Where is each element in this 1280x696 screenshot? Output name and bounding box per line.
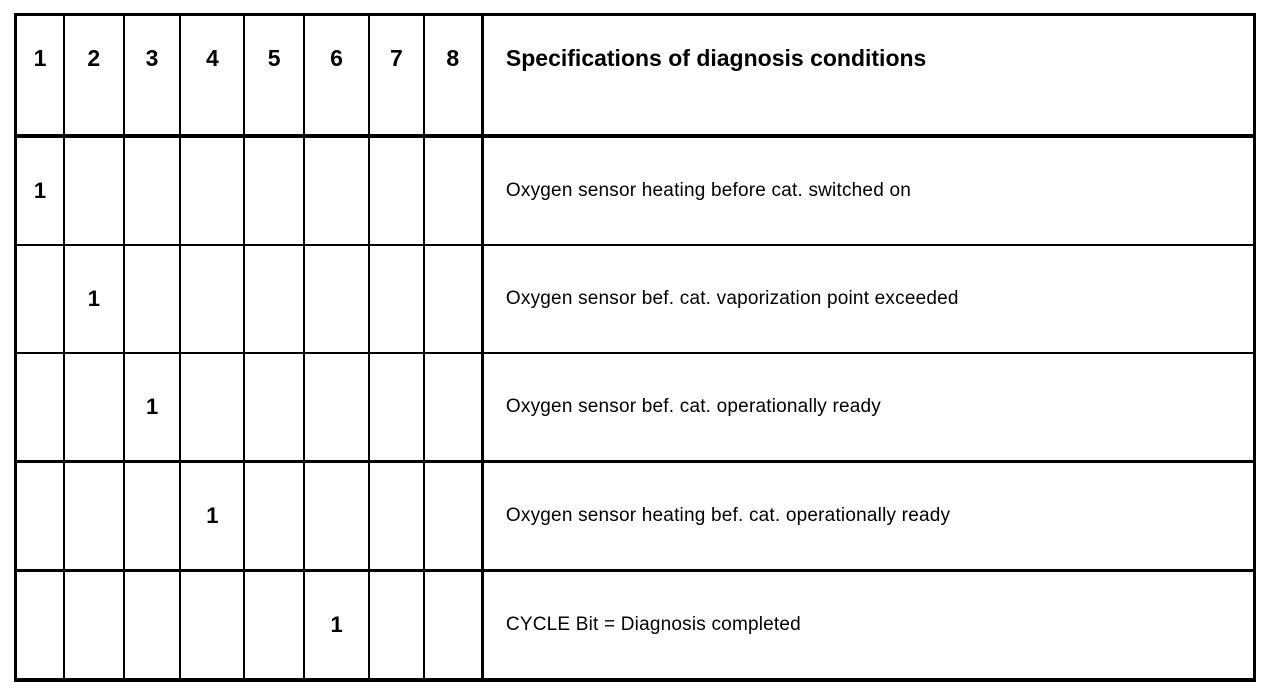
table-row: 1 CYCLE Bit = Diagnosis completed (13, 569, 1257, 682)
cell-r2-c7 (368, 244, 425, 354)
cell-r5-c8 (422, 569, 484, 682)
cell-r2-description: Oxygen sensor bef. cat. vaporization poi… (480, 244, 1257, 354)
cell-r3-c5 (243, 352, 306, 463)
cell-r5-c6: 1 (303, 569, 371, 682)
cell-r1-c2 (62, 135, 125, 246)
cell-r1-c7 (368, 135, 425, 246)
cell-r4-c6 (303, 460, 371, 572)
cell-r5-c1 (13, 569, 65, 682)
table-row: 1 Oxygen sensor heating before cat. swit… (13, 135, 1257, 246)
cell-r5-description: CYCLE Bit = Diagnosis completed (480, 569, 1257, 682)
cell-r5-c2 (62, 569, 125, 682)
cell-r2-c6 (303, 244, 371, 354)
cell-r1-c3 (122, 135, 182, 246)
cell-r4-c2 (62, 460, 125, 572)
cell-r5-c5 (243, 569, 306, 682)
column-header-5: 5 (243, 13, 306, 138)
cell-r2-c4 (179, 244, 246, 354)
cell-r4-c8 (422, 460, 484, 572)
cell-r2-c5 (243, 244, 306, 354)
cell-r2-c8 (422, 244, 484, 354)
cell-r4-c4: 1 (179, 460, 246, 572)
column-header-4: 4 (179, 13, 246, 138)
column-header-7: 7 (368, 13, 425, 138)
cell-r1-c1: 1 (13, 135, 65, 246)
cell-r3-c7 (368, 352, 425, 463)
cell-r3-description: Oxygen sensor bef. cat. operationally re… (480, 352, 1257, 463)
table-row: 1 Oxygen sensor heating bef. cat. operat… (13, 460, 1257, 572)
diagnosis-conditions-table: 1 2 3 4 5 6 7 8 Specifications of diagno… (13, 13, 1257, 682)
cell-r5-c7 (368, 569, 425, 682)
cell-r1-description: Oxygen sensor heating before cat. switch… (480, 135, 1257, 246)
cell-r3-c8 (422, 352, 484, 463)
table-body: 1 Oxygen sensor heating before cat. swit… (13, 135, 1257, 682)
column-header-2: 2 (62, 13, 125, 138)
cell-r3-c2 (62, 352, 125, 463)
cell-r3-c6 (303, 352, 371, 463)
table-row: 1 Oxygen sensor bef. cat. operationally … (13, 352, 1257, 463)
cell-r3-c1 (13, 352, 65, 463)
cell-r5-c4 (179, 569, 246, 682)
table-head: 1 2 3 4 5 6 7 8 Specifications of diagno… (13, 13, 1257, 138)
cell-r3-c3: 1 (122, 352, 182, 463)
cell-r4-c5 (243, 460, 306, 572)
cell-r1-c6 (303, 135, 371, 246)
cell-r3-c4 (179, 352, 246, 463)
column-header-8: 8 (422, 13, 484, 138)
cell-r4-c7 (368, 460, 425, 572)
cell-r2-c1 (13, 244, 65, 354)
column-header-6: 6 (303, 13, 371, 138)
cell-r2-c3 (122, 244, 182, 354)
table-header-row: 1 2 3 4 5 6 7 8 Specifications of diagno… (13, 13, 1257, 138)
table-row: 1 Oxygen sensor bef. cat. vaporization p… (13, 244, 1257, 354)
cell-r2-c2: 1 (62, 244, 125, 354)
cell-r4-description: Oxygen sensor heating bef. cat. operatio… (480, 460, 1257, 572)
cell-r1-c4 (179, 135, 246, 246)
cell-r1-c8 (422, 135, 484, 246)
column-header-1: 1 (13, 13, 65, 138)
cell-r5-c3 (122, 569, 182, 682)
column-header-3: 3 (122, 13, 182, 138)
cell-r4-c1 (13, 460, 65, 572)
cell-r4-c3 (122, 460, 182, 572)
column-header-specifications: Specifications of diagnosis conditions (480, 13, 1257, 138)
cell-r1-c5 (243, 135, 306, 246)
